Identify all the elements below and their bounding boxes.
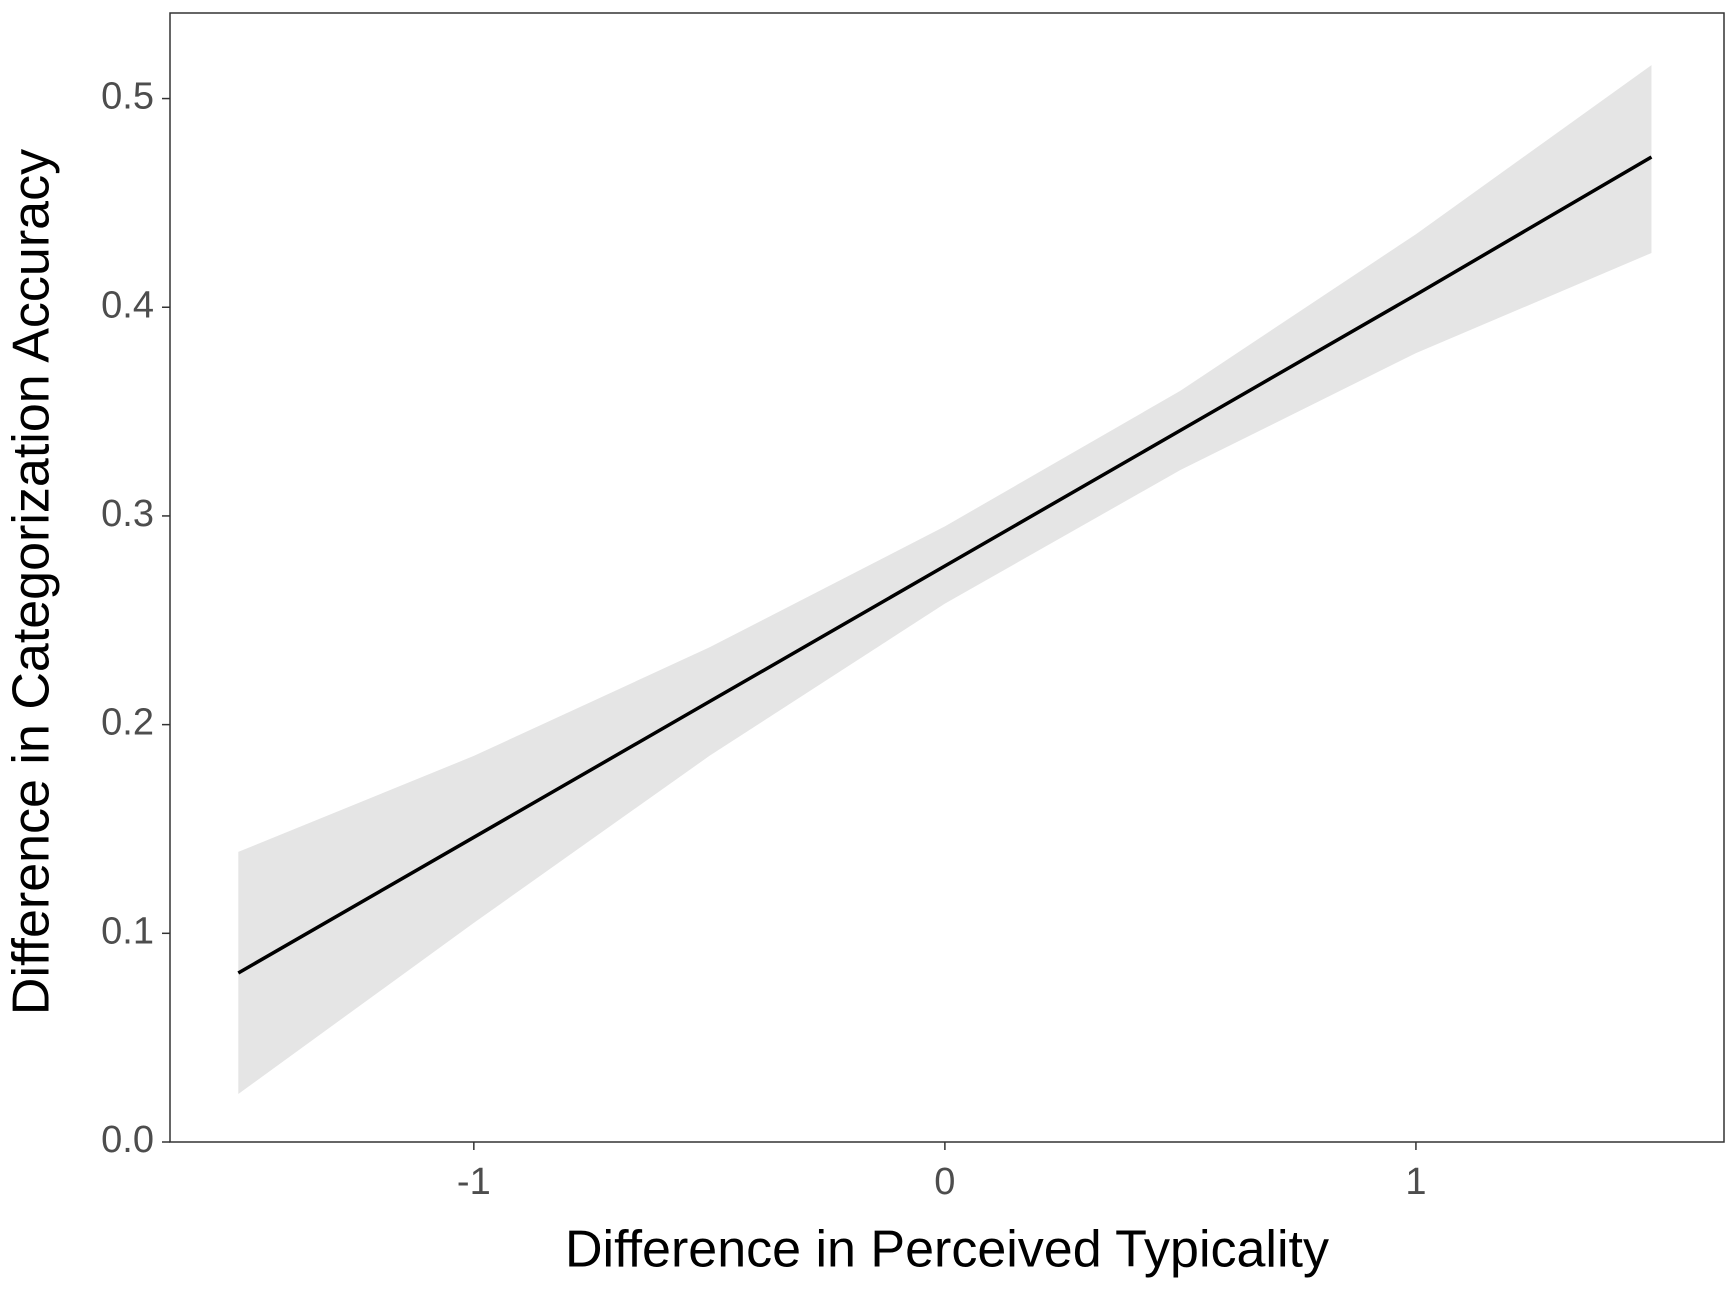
plot-border <box>169 12 1725 1143</box>
x-tick-label: 0 <box>934 1161 955 1203</box>
y-tick-label: 0.3 <box>101 493 154 535</box>
y-tick-label: 0.5 <box>101 76 154 118</box>
confidence-band <box>238 65 1652 1095</box>
y-tick-label: 0.2 <box>101 702 154 744</box>
y-tick-label: 0.0 <box>101 1119 154 1161</box>
trend-line <box>237 155 1653 975</box>
y-axis-title: Difference in Categorization Accuracy <box>3 149 61 1015</box>
x-tick-label: -1 <box>457 1161 491 1203</box>
y-tick-label: 0.1 <box>101 910 154 952</box>
x-tick-label: 1 <box>1405 1161 1426 1203</box>
y-tick-label: 0.4 <box>101 284 154 326</box>
x-axis-title: Difference in Perceived Typicality <box>565 1221 1329 1279</box>
